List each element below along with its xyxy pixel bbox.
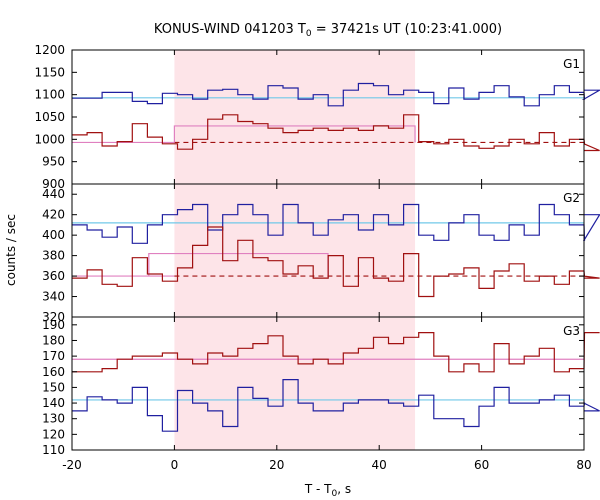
- y-tick-label: 1000: [34, 132, 65, 146]
- y-tick-label: 1100: [34, 88, 65, 102]
- y-tick-label: 440: [42, 187, 65, 201]
- y-tick-label: 1050: [34, 110, 65, 124]
- series-red-G2: [72, 226, 600, 298]
- series-blue-G2: [72, 203, 600, 244]
- series-red-G3: [72, 332, 600, 373]
- burst-interval-rect: [174, 50, 416, 450]
- y-tick-label: 950: [42, 155, 65, 169]
- y-tick-label: 150: [42, 380, 65, 394]
- chart-title: KONUS-WIND 041203 T0 = 37421s UT (10:23:…: [154, 22, 502, 39]
- y-tick-label: 400: [42, 228, 65, 242]
- y-tick-label: 340: [42, 290, 65, 304]
- plot-area: [72, 82, 600, 432]
- y-tick-label: 180: [42, 333, 65, 347]
- y-tick-label: 140: [42, 396, 65, 410]
- x-tick-label: 0: [171, 458, 179, 472]
- y-tick-label: 190: [42, 318, 65, 332]
- y-tick-label: 1200: [34, 43, 65, 57]
- panel-label-G3: G3: [563, 324, 580, 338]
- x-tick-label: 80: [576, 458, 591, 472]
- panel-frame-G3: [71, 316, 585, 451]
- y-tick-label: 170: [42, 349, 65, 363]
- burst-mean-level-G1: [173, 125, 416, 143]
- y-tick-label: 420: [42, 208, 65, 222]
- y-tick-label: 160: [42, 365, 65, 379]
- panel-label-G2: G2: [563, 191, 580, 205]
- y-tick-label: 380: [42, 249, 65, 263]
- y-tick-label: 360: [42, 269, 65, 283]
- axes: 90095010001050110011501200G1320340360380…: [34, 43, 591, 472]
- y-axis-label: counts / sec: [4, 214, 18, 286]
- y-tick-label: 900: [42, 177, 65, 191]
- x-tick-label: 60: [474, 458, 489, 472]
- series-red-G1: [72, 114, 600, 152]
- y-tick-label: 120: [42, 427, 65, 441]
- y-tick-label: 130: [42, 412, 65, 426]
- x-tick-label: 20: [269, 458, 284, 472]
- x-tick-label: -20: [62, 458, 82, 472]
- y-tick-label: 320: [42, 310, 65, 324]
- y-tick-label: 1150: [34, 65, 65, 79]
- x-axis-label: T - T0, s: [304, 482, 351, 499]
- panel-label-G1: G1: [563, 57, 580, 71]
- y-tick-label: 110: [42, 443, 65, 457]
- series-blue-G3: [72, 379, 600, 432]
- x-tick-label: 40: [372, 458, 387, 472]
- burst-interval-shading: [174, 50, 416, 450]
- series-blue-G1: [72, 82, 600, 107]
